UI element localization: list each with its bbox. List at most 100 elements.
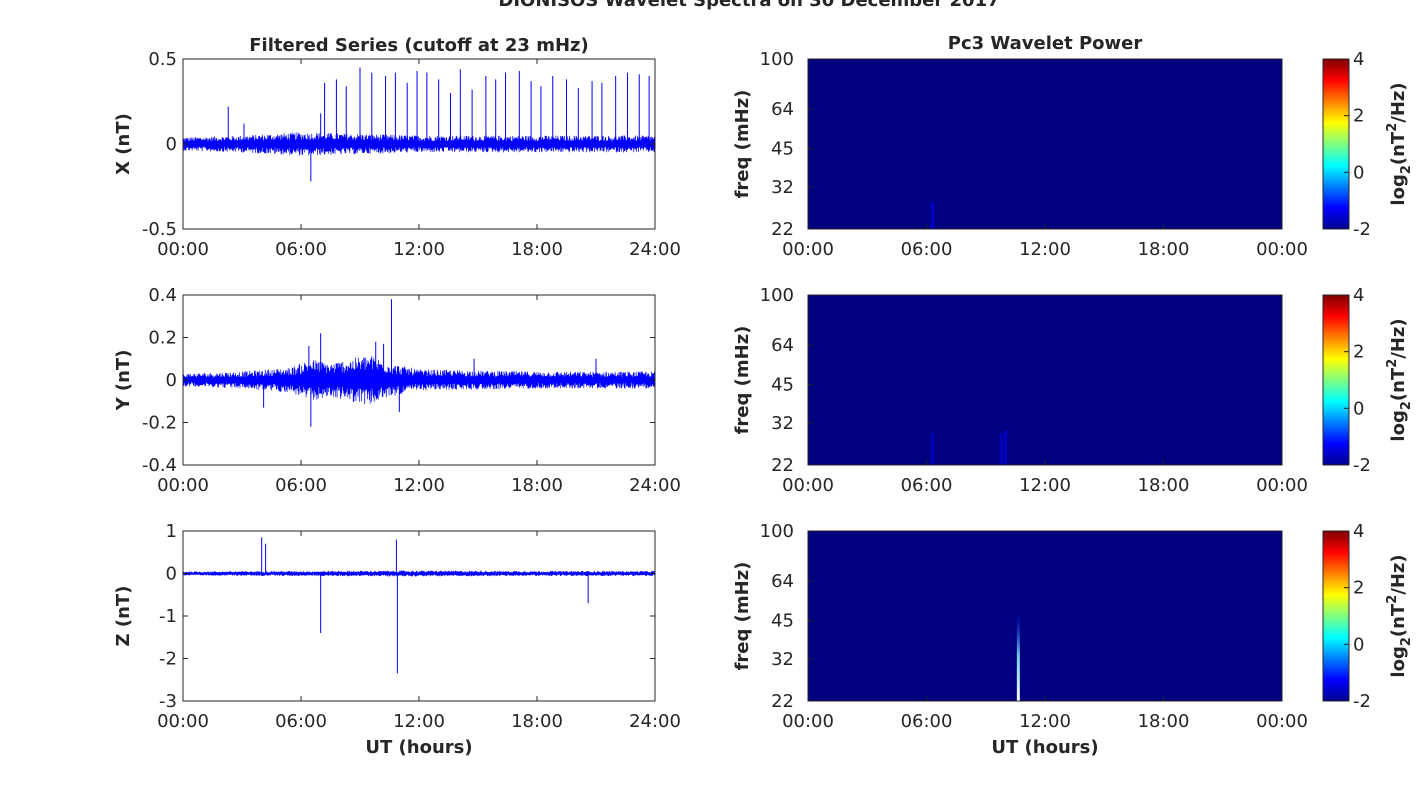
z-series-panel: -3 -2 -1 0 1 00:00 06:00 12:00 18:00 24:00 Z (nT) U… — [113, 521, 681, 758]
x-power-ytick-label-3: 64 — [771, 99, 794, 120]
y-power-power-background — [808, 295, 1282, 465]
y-power-xtick-label-3: 18:00 — [1138, 475, 1190, 496]
z-series-xlabel: UT (hours) — [365, 737, 472, 758]
y-power-colorbar — [1322, 294, 1350, 466]
y-series-ytick-label-0: -0.4 — [142, 455, 177, 476]
y-series-ytick-label-3: 0.2 — [148, 328, 177, 349]
z-series-xtick-label-4: 24:00 — [629, 711, 681, 732]
z-power-xtick-label-2: 12:00 — [1019, 711, 1071, 732]
z-series-xtick-label-0: 00:00 — [157, 711, 209, 732]
x-power-colorbar — [1322, 58, 1350, 230]
z-power-xtick-label-4: 00:00 — [1256, 711, 1308, 732]
z-series-trace-group — [183, 537, 655, 674]
y-power-xtick-label-1: 06:00 — [901, 475, 953, 496]
x-power-colorbar-label: log2(nT2/Hz) — [1385, 82, 1414, 205]
z-power-ylabel: freq (mHz) — [732, 562, 753, 671]
z-power-cb-tick-label-1: 0 — [1353, 634, 1364, 655]
y-power-cb-tick-label-2: 2 — [1353, 342, 1364, 363]
x-power-ytick-label-0: 22 — [771, 219, 794, 240]
y-power-ylabel: freq (mHz) — [732, 326, 753, 435]
y-series-trace-group — [183, 299, 655, 427]
x-power-power-background — [808, 59, 1282, 229]
y-power-features — [930, 430, 1007, 465]
y-power-cb-tick-label-3: 4 — [1353, 285, 1364, 306]
z-power-xtick-label-1: 06:00 — [901, 711, 953, 732]
x-series-panel: -0.5 0 0.5 00:00 06:00 12:00 18:00 24:00 Filtere… — [113, 35, 681, 260]
x-power-panel: 22 32 45 64 100 00:00 06:00 12:00 18:00 00:00 Pc3 … — [732, 33, 1414, 260]
z-power-cb-tick-label-0: -2 — [1353, 691, 1371, 712]
z-series-ytick-label-3: 0 — [166, 564, 177, 585]
x-power-feature-0 — [930, 201, 934, 229]
y-series-xtick-label-0: 00:00 — [157, 475, 209, 496]
z-series-ytick-label-0: -3 — [159, 691, 177, 712]
z-power-colorbar-label: log2(nT2/Hz) — [1385, 554, 1414, 677]
x-series-xtick-label-2: 12:00 — [393, 239, 445, 260]
z-power-feature-0 — [1016, 608, 1020, 701]
z-series-plot-area — [183, 531, 655, 701]
y-power-colorbar-label: log2(nT2/Hz) — [1385, 318, 1414, 441]
y-series-ytick-label-2: 0 — [166, 370, 177, 391]
x-power-features — [930, 201, 934, 229]
z-series-xtick-label-2: 12:00 — [393, 711, 445, 732]
z-series-xtick-label-1: 06:00 — [275, 711, 327, 732]
z-series-ytick-label-1: -2 — [159, 649, 177, 670]
y-series-xtick-label-2: 12:00 — [393, 475, 445, 496]
x-power-title: Pc3 Wavelet Power — [948, 33, 1143, 54]
z-power-features — [1016, 608, 1020, 701]
x-power-cb-tick-label-2: 2 — [1353, 106, 1364, 127]
z-power-ytick-label-1: 32 — [771, 649, 794, 670]
y-power-feature-0 — [930, 433, 934, 465]
y-power-xtick-label-4: 00:00 — [1256, 475, 1308, 496]
x-power-cb-tick-label-3: 4 — [1353, 49, 1364, 70]
y-power-cb-tick-label-1: 0 — [1353, 398, 1364, 419]
figure-title: DIONISOS Wavelet Spectra on 30 December … — [498, 0, 999, 11]
x-series-trace — [183, 132, 655, 156]
x-series-title: Filtered Series (cutoff at 23 mHz) — [249, 35, 588, 56]
y-power-ytick-label-4: 100 — [760, 285, 794, 306]
x-series-xtick-label-0: 00:00 — [157, 239, 209, 260]
z-power-cb-tick-label-2: 2 — [1353, 578, 1364, 599]
x-power-ytick-label-4: 100 — [760, 49, 794, 70]
y-power-xtick-label-0: 00:00 — [782, 475, 834, 496]
x-power-xtick-label-0: 00:00 — [782, 239, 834, 260]
x-power-ytick-label-1: 32 — [771, 177, 794, 198]
y-series-ytick-label-4: 0.4 — [148, 285, 177, 306]
x-series-xtick-label-3: 18:00 — [511, 239, 563, 260]
z-power-ytick-label-3: 64 — [771, 571, 794, 592]
z-series-xtick-label-3: 18:00 — [511, 711, 563, 732]
z-power-colorbar — [1322, 530, 1350, 702]
x-power-ylabel: freq (mHz) — [732, 90, 753, 199]
z-series-trace — [183, 570, 655, 577]
z-series-ylabel: Z (nT) — [113, 586, 134, 647]
x-power-ytick-label-2: 45 — [771, 139, 794, 160]
z-power-power-background — [808, 531, 1282, 701]
y-power-ytick-label-1: 32 — [771, 413, 794, 434]
x-series-xtick-label-4: 24:00 — [629, 239, 681, 260]
y-series-xtick-label-4: 24:00 — [629, 475, 681, 496]
y-power-ytick-label-2: 45 — [771, 375, 794, 396]
y-series-ytick-label-1: -0.2 — [142, 413, 177, 434]
y-power-cb-tick-label-0: -2 — [1353, 455, 1371, 476]
z-power-ytick-label-0: 22 — [771, 691, 794, 712]
x-power-xtick-label-4: 00:00 — [1256, 239, 1308, 260]
y-power-feature-2 — [1004, 430, 1007, 465]
x-series-ytick-label-2: 0.5 — [148, 49, 177, 70]
z-power-ytick-label-4: 100 — [760, 521, 794, 542]
z-power-panel: 22 32 45 64 100 00:00 06:00 12:00 18:00 00:00 freq… — [732, 521, 1414, 758]
y-power-xtick-label-2: 12:00 — [1019, 475, 1071, 496]
z-power-xtick-label-3: 18:00 — [1138, 711, 1190, 732]
x-power-cb-tick-label-1: 0 — [1353, 162, 1364, 183]
y-series-panel: -0.4 -0.2 0 0.2 0.4 00:00 06:00 12:00 18:00 24:00… — [113, 285, 681, 496]
y-series-trace — [183, 355, 655, 405]
z-series-ytick-label-4: 1 — [166, 521, 177, 542]
z-power-cb-tick-label-3: 4 — [1353, 521, 1364, 542]
x-series-ytick-label-0: -0.5 — [142, 219, 177, 240]
x-series-ylabel: X (nT) — [113, 113, 134, 175]
z-power-xlabel: UT (hours) — [991, 737, 1098, 758]
x-power-cb-tick-label-0: -2 — [1353, 219, 1371, 240]
x-power-xtick-label-2: 12:00 — [1019, 239, 1071, 260]
z-power-ytick-label-2: 45 — [771, 611, 794, 632]
z-power-xtick-label-0: 00:00 — [782, 711, 834, 732]
y-power-ytick-label-0: 22 — [771, 455, 794, 476]
x-series-xtick-label-1: 06:00 — [275, 239, 327, 260]
